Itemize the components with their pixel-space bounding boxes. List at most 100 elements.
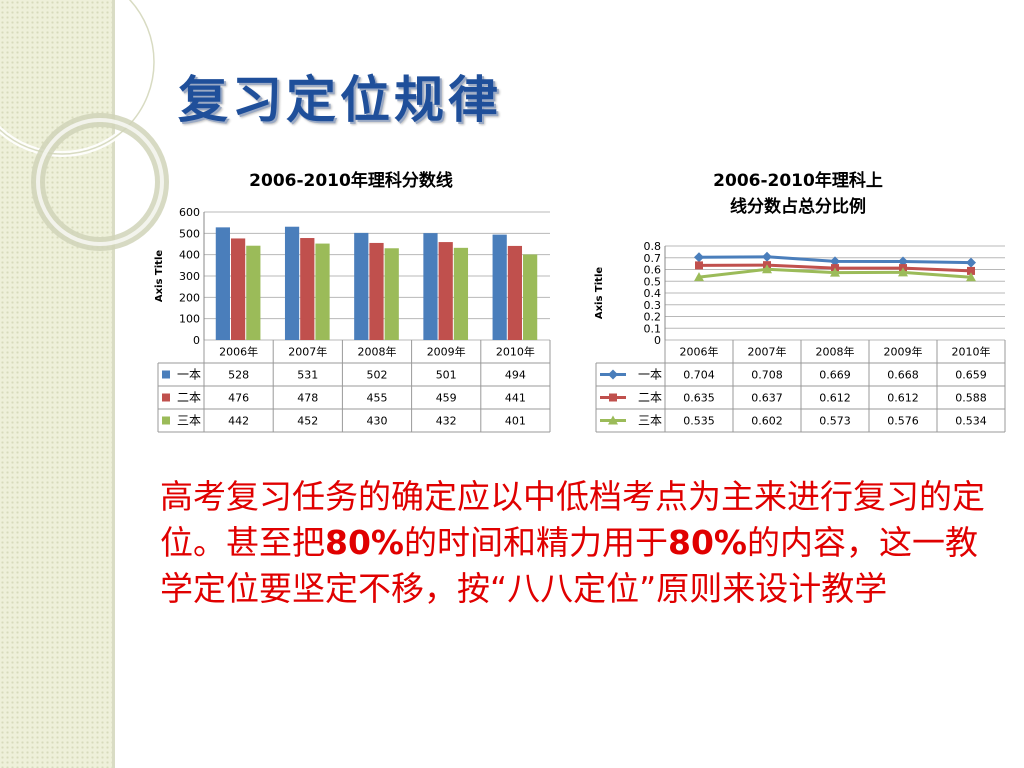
bar-一本 <box>492 234 507 340</box>
y-tick-label: 600 <box>179 206 200 219</box>
page-title: 复习定位规律 <box>178 71 502 129</box>
data-label: 0.659 <box>955 369 987 382</box>
data-label: 0.635 <box>683 392 715 405</box>
bar-二本 <box>230 238 246 340</box>
body-text-part-2: 的时间和精力用于 <box>404 523 668 562</box>
y-tick-label: 100 <box>179 313 200 326</box>
data-point-一本 <box>694 252 704 263</box>
bar-一本 <box>423 233 438 340</box>
data-label: 0.573 <box>819 415 851 428</box>
data-label: 401 <box>505 415 526 428</box>
legend-key-二本 <box>162 393 170 402</box>
bar-三本 <box>384 248 399 340</box>
x-category-label: 2007年 <box>288 345 327 359</box>
bar-三本 <box>453 247 469 340</box>
y-tick-label: 500 <box>179 227 200 240</box>
y-tick-label: 0.7 <box>644 252 662 265</box>
x-category-label: 2009年 <box>884 345 923 359</box>
data-label: 0.704 <box>683 369 715 382</box>
legend-label-三本: 三本 <box>177 414 201 428</box>
body-text: 高考复习任务的确定应以中低档考点为主来进行复习的定位。甚至把80%的时间和精力用… <box>160 474 1005 612</box>
data-point-一本 <box>762 251 772 262</box>
data-point-三本 <box>898 267 908 277</box>
bar-二本 <box>507 245 523 340</box>
chart-title: 2006-2010年理科分数线 <box>249 170 453 191</box>
data-point-一本 <box>966 257 976 268</box>
x-category-label: 2010年 <box>496 345 535 359</box>
data-point-三本 <box>830 267 840 277</box>
bar-chart: 2006-2010年理科分数线 0 100 200 300 400 500 600 Axis T… <box>154 170 551 433</box>
legend-label-三本: 三本 <box>638 414 662 428</box>
legend-label-一本: 一本 <box>177 368 201 382</box>
legend-label-二本: 二本 <box>177 391 201 405</box>
data-label: 494 <box>505 369 526 382</box>
data-label: 459 <box>436 392 457 405</box>
y-tick-label: 0.6 <box>644 264 662 277</box>
bar-一本 <box>215 227 230 340</box>
data-label: 455 <box>367 392 388 405</box>
y-axis-title: Axis Title <box>594 267 605 320</box>
y-tick-label: 0.3 <box>644 299 662 312</box>
data-point-二本 <box>967 266 975 275</box>
data-label: 441 <box>505 392 526 405</box>
legend-label-二本: 二本 <box>638 391 662 405</box>
data-label: 0.576 <box>887 415 919 428</box>
y-tick-label: 0.4 <box>644 287 662 300</box>
data-point-三本 <box>966 272 976 282</box>
line-chart: 2006-2010年理科上线分数占总分比例00.10.20.30.40.50.6… <box>594 170 1006 433</box>
x-category-label: 2006年 <box>680 345 719 359</box>
data-label: 0.708 <box>751 369 783 382</box>
legend-key-一本 <box>162 370 170 379</box>
bar-一本 <box>284 226 300 340</box>
y-tick-label: 0.2 <box>644 311 662 324</box>
body-text-part-3: 的内容，这一教学定位要坚定不移，按“八八定位”原则来设计教学 <box>160 523 978 608</box>
data-label: 502 <box>367 369 388 382</box>
data-label: 0.612 <box>887 392 919 405</box>
strip-edge-line <box>112 0 115 768</box>
body-text-percent-1: 80% <box>325 523 404 562</box>
bar-三本 <box>315 243 330 340</box>
bar-三本 <box>523 254 538 340</box>
left-decorative-strip <box>0 0 112 768</box>
x-category-label: 2010年 <box>952 345 991 359</box>
legend-key-三本 <box>162 416 170 425</box>
x-category-label: 2009年 <box>427 345 466 359</box>
data-label: 442 <box>228 415 249 428</box>
x-category-label: 2008年 <box>816 345 855 359</box>
y-tick-label: 0.1 <box>644 322 662 335</box>
data-point-三本 <box>762 264 772 274</box>
body-text-part-1: 高考复习任务的确定应以中低档考点为主来进行复习的定位。甚至把 <box>160 477 985 562</box>
data-label: 0.535 <box>683 415 715 428</box>
data-point-三本 <box>694 272 704 282</box>
legend-marker-一本 <box>608 369 618 380</box>
data-label: 432 <box>436 415 457 428</box>
bar-二本 <box>438 242 453 340</box>
x-category-label: 2006年 <box>219 345 258 359</box>
legend-marker-三本 <box>608 415 618 425</box>
y-tick-label: 300 <box>179 270 200 283</box>
data-point-二本 <box>695 261 703 270</box>
bar-二本 <box>369 242 384 340</box>
data-label: 0.612 <box>819 392 851 405</box>
data-label: 501 <box>436 369 457 382</box>
y-tick-label: 200 <box>179 291 200 304</box>
data-label: 0.602 <box>751 415 783 428</box>
data-label: 0.534 <box>955 415 987 428</box>
bar-二本 <box>300 238 315 340</box>
y-tick-label: 0.8 <box>644 240 662 253</box>
data-label: 0.637 <box>751 392 783 405</box>
legend-marker-二本 <box>609 393 617 402</box>
body-text-percent-2: 80% <box>668 523 747 562</box>
data-label: 430 <box>367 415 388 428</box>
data-label: 0.669 <box>819 369 851 382</box>
y-tick-label: 0.5 <box>644 275 662 288</box>
y-tick-label: 0 <box>193 334 200 347</box>
y-tick-label: 400 <box>179 249 200 262</box>
data-label: 478 <box>297 392 318 405</box>
data-label: 531 <box>297 369 318 382</box>
data-label: 0.668 <box>887 369 919 382</box>
bar-一本 <box>354 232 369 340</box>
data-label: 528 <box>228 369 249 382</box>
data-label: 0.588 <box>955 392 987 405</box>
chart-title: 线分数占总分比例 <box>730 196 866 217</box>
